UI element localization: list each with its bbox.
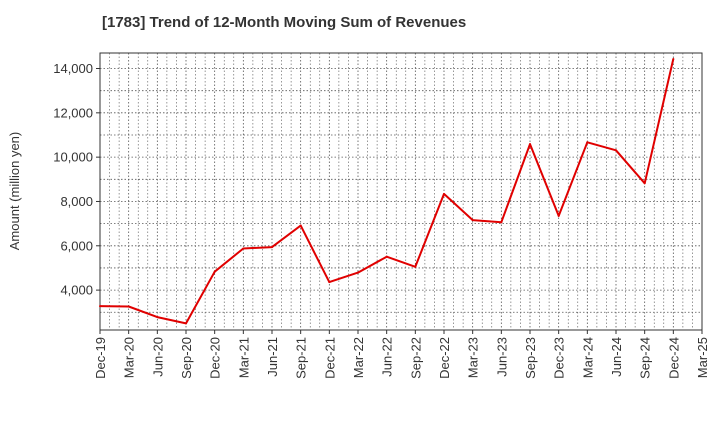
y-tick-label: 14,000 [53,61,93,76]
x-tick-label: Dec-23 [552,337,567,379]
x-tick-label: Mar-22 [351,337,366,378]
x-tick-label: Mar-21 [236,337,251,378]
data-point [127,305,130,308]
data-point [672,57,675,60]
x-tick-label: Mar-24 [580,337,595,378]
y-tick-label: 8,000 [60,194,93,209]
data-point [213,270,216,273]
data-point [443,192,445,195]
x-tick-label: Jun-23 [494,337,509,377]
x-tick-label: Dec-22 [437,337,452,379]
plot-area [100,53,702,330]
data-point [271,246,273,249]
x-tick-label: Mar-25 [695,337,710,378]
y-tick-label: 6,000 [60,238,93,253]
x-tick-label: Sep-23 [523,337,538,379]
x-tick-label: Jun-24 [609,337,624,377]
data-point [328,281,331,284]
data-point [471,219,474,222]
data-point [643,182,646,185]
data-point [242,247,245,250]
data-point [99,305,101,308]
data-point [299,224,302,227]
data-point [586,141,589,144]
x-tick-label: Mar-23 [466,337,481,378]
data-point [357,271,359,274]
data-point [385,255,388,258]
plot-frame [99,52,703,331]
data-point [414,265,417,268]
x-tick-label: Sep-22 [408,337,423,379]
y-tick-label: 4,000 [60,283,93,298]
data-point [529,143,531,146]
x-tick-label: Jun-22 [380,337,395,377]
y-tick-label: 10,000 [53,150,93,165]
series-layer [99,57,675,325]
data-point [500,221,503,224]
y-axis-label: Amount (million yen) [7,132,22,251]
x-tick-label: Sep-24 [638,337,653,379]
data-point [185,322,187,325]
x-tick-label: Dec-19 [93,337,108,379]
x-tick-label: Dec-20 [208,337,223,379]
chart-title: [1783] Trend of 12-Month Moving Sum of R… [102,14,467,31]
x-tick-label: Jun-21 [265,337,280,377]
x-tick-label: Mar-20 [122,337,137,378]
x-tick-label: Jun-20 [150,337,165,377]
x-tick-label: Sep-20 [179,337,194,379]
data-point [557,214,560,217]
axis-layer: 4,000 6,000 8,000 10,000 12,000 14,000 Dec-19 M… [53,52,710,379]
x-tick-label: Sep-21 [294,337,309,379]
data-point [615,149,617,152]
grid-layer [99,53,703,330]
x-tick-label: Dec-24 [666,337,681,379]
data-point [156,316,159,319]
x-tick-label: Dec-21 [322,337,337,379]
y-tick-label: 12,000 [53,105,93,120]
